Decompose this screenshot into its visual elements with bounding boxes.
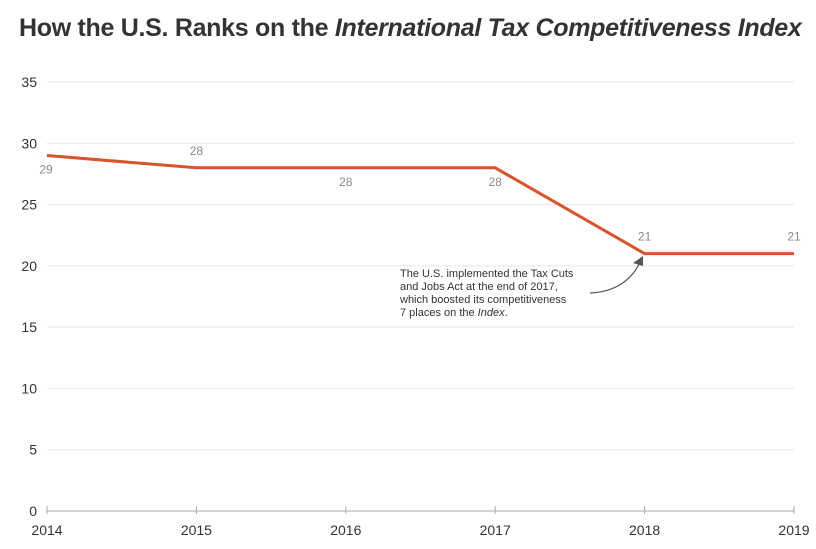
y-axis: 0 5 10 15 20 25 30 35 [21, 74, 37, 519]
chart-title: How the U.S. Ranks on the International … [19, 14, 802, 43]
annotation-arrow [589, 261, 641, 294]
data-labels: 29 28 28 28 21 21 [39, 144, 801, 244]
annotation-last-prefix: 7 places on the [400, 307, 478, 319]
y-tick-label: 20 [21, 258, 37, 274]
x-tick-label: 2019 [778, 522, 809, 538]
y-tick-label: 5 [29, 442, 37, 458]
annotation-note: The U.S. implemented the Tax Cuts and Jo… [400, 268, 600, 320]
x-tick-label: 2015 [181, 522, 212, 538]
y-tick-label: 25 [21, 197, 37, 213]
grid-lines [47, 81, 794, 451]
annotation-line-last: 7 places on the Index. [400, 307, 600, 320]
series-group [46, 154, 794, 256]
y-tick-label: 15 [21, 319, 37, 335]
x-tick-label: 2014 [31, 522, 62, 538]
data-label: 29 [39, 163, 53, 177]
x-tick-label: 2017 [480, 522, 511, 538]
chart-title-prefix: How the U.S. Ranks on the [19, 14, 335, 42]
data-label: 21 [787, 230, 801, 244]
annotation-line: The U.S. implemented the Tax Cuts [400, 268, 574, 280]
y-tick-label: 35 [21, 74, 37, 90]
data-label: 21 [638, 230, 652, 244]
data-label: 28 [339, 175, 353, 189]
y-tick-label: 30 [21, 135, 37, 151]
x-tick-label: 2018 [629, 522, 660, 538]
annotation-arrowhead [633, 256, 643, 266]
data-label: 28 [489, 175, 503, 189]
chart-title-emphasis: International Tax Competitiveness Index [334, 14, 802, 42]
y-tick-label: 10 [21, 380, 37, 396]
annotation-last-suffix: . [504, 307, 508, 319]
data-label: 28 [190, 144, 204, 158]
annotation-line: which boosted its competitiveness [400, 294, 567, 306]
x-axis: 2014 2015 2016 2017 2018 2019 [31, 506, 810, 538]
annotation-line: and Jobs Act at the end of 2017, [400, 281, 558, 293]
y-tick-label: 0 [29, 503, 37, 519]
annotation-last-emphasis: Index [477, 307, 505, 319]
series-line [46, 154, 794, 256]
x-tick-label: 2016 [330, 522, 361, 538]
